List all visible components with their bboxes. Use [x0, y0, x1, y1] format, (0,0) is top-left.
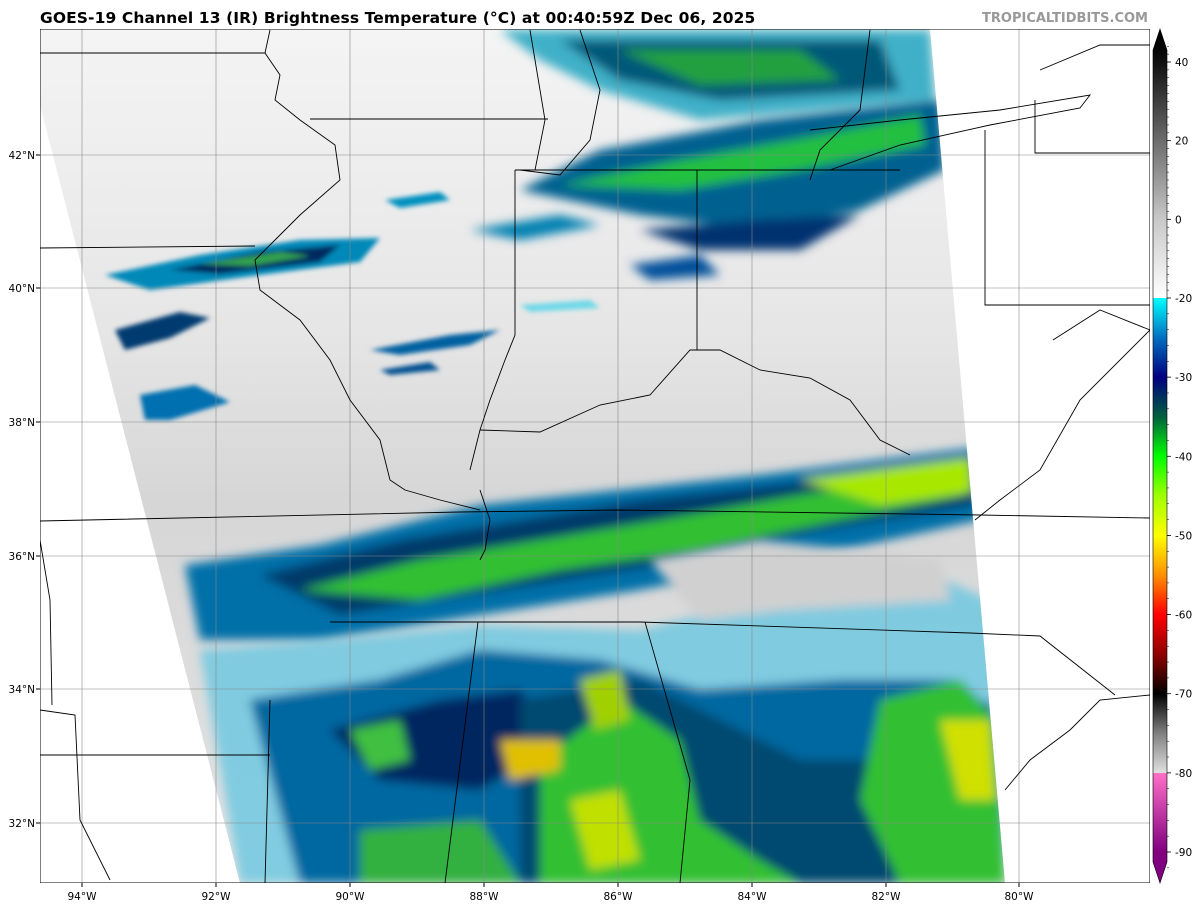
graticule: [40, 29, 1150, 883]
longitude-label: 88°W: [470, 891, 500, 903]
cloud-region-south: [200, 540, 1005, 883]
colorbar-label: -90: [1175, 847, 1192, 859]
state-borders: [40, 29, 1150, 883]
ir-swath: [40, 29, 1005, 883]
longitude-labels: 94°W 92°W 90°W 88°W 86°W 84°W 82°W 80°W: [68, 883, 1035, 903]
longitude-label: 80°W: [1005, 891, 1035, 903]
latitude-label: 38°N: [9, 417, 35, 429]
longitude-label: 90°W: [336, 891, 366, 903]
colorbar-label: -50: [1175, 530, 1192, 542]
cloud-band-central: [185, 448, 980, 640]
cloud-band-north: [470, 30, 945, 280]
longitude-label: 94°W: [68, 891, 98, 903]
latitude-label: 42°N: [9, 150, 35, 162]
credit-text: TROPICALTIDBITS.COM: [982, 11, 1148, 26]
colorbar-label: -20: [1175, 293, 1192, 305]
longitude-label: 84°W: [738, 891, 768, 903]
colorbar-label: 0: [1175, 214, 1182, 226]
latitude-labels: 42°N 40°N 38°N 36°N 34°N 32°N: [9, 150, 40, 830]
longitude-label: 82°W: [872, 891, 902, 903]
latitude-label: 34°N: [9, 684, 35, 696]
colorbar-label: -60: [1175, 610, 1192, 622]
colorbar-label: 40: [1175, 57, 1188, 69]
colorbar-label: -40: [1175, 451, 1192, 463]
longitude-label: 86°W: [604, 891, 634, 903]
longitude-label: 92°W: [202, 891, 232, 903]
colorbar-label: -80: [1175, 768, 1192, 780]
map-title: GOES-19 Channel 13 (IR) Brightness Tempe…: [40, 9, 756, 27]
colorbar-label: -70: [1175, 689, 1192, 701]
colorbar-label: 20: [1175, 136, 1188, 148]
colorbar-label: -30: [1175, 372, 1192, 384]
colorbar: 40 20 0 -20 -30 -40 -50 -60 -70 -80 -90: [1152, 28, 1192, 884]
latitude-label: 40°N: [9, 283, 35, 295]
latitude-label: 32°N: [9, 818, 35, 830]
latitude-label: 36°N: [9, 551, 35, 563]
